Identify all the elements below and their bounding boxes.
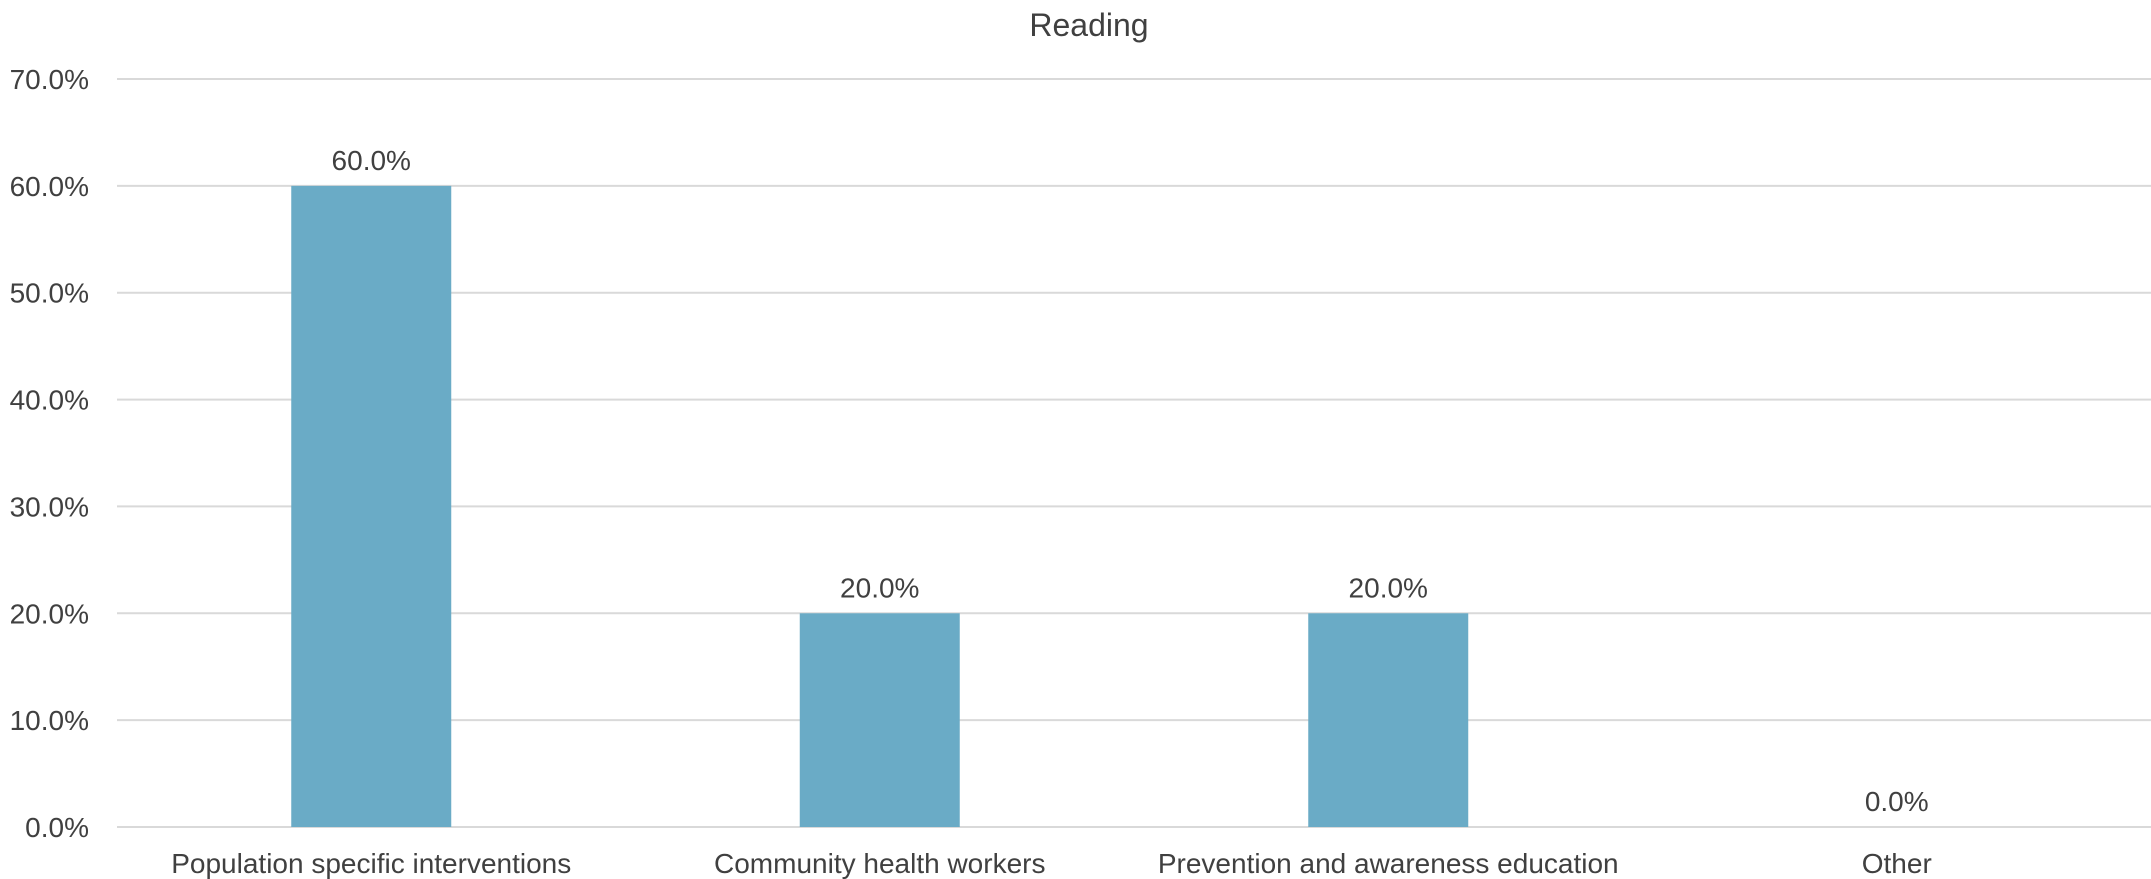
bar: [799, 613, 960, 827]
y-tick-label: 30.0%: [10, 491, 89, 522]
data-label: 60.0%: [332, 145, 411, 176]
chart-title: Reading: [1029, 7, 1148, 43]
x-tick-label: Population specific interventions: [171, 848, 571, 879]
data-label: 20.0%: [1349, 572, 1428, 603]
x-tick-label: Prevention and awareness education: [1158, 848, 1619, 879]
data-labels: 60.0% 20.0% 20.0% 0.0%: [332, 145, 1929, 817]
y-tick-label: 10.0%: [10, 705, 89, 736]
bar: [291, 185, 452, 827]
y-tick-label: 0.0%: [25, 812, 89, 843]
data-label: 20.0%: [840, 572, 919, 603]
data-label: 0.0%: [1865, 786, 1929, 817]
x-axis-category-labels: Population specific interventions Communi…: [171, 848, 1932, 879]
gridlines: [117, 78, 2151, 828]
y-tick-label: 50.0%: [10, 278, 89, 309]
y-tick-label: 60.0%: [10, 171, 89, 202]
bar: [1308, 613, 1469, 827]
y-axis-tick-labels: 0.0% 10.0% 20.0% 30.0% 40.0% 50.0% 60.0% 70.0%: [10, 64, 89, 843]
x-tick-label: Other: [1862, 848, 1932, 879]
x-tick-label: Community health workers: [714, 848, 1045, 879]
bars: [291, 185, 1469, 827]
y-tick-label: 40.0%: [10, 385, 89, 416]
y-tick-label: 70.0%: [10, 64, 89, 95]
y-tick-label: 20.0%: [10, 598, 89, 629]
